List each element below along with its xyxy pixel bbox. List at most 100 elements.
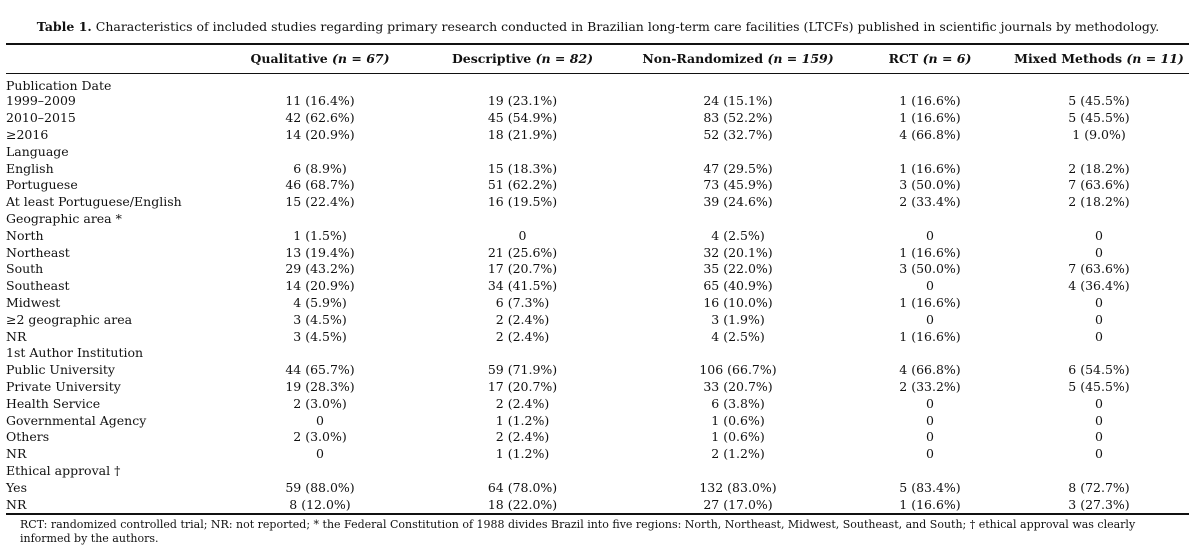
table-cell: 21 (25.6%) <box>487 244 558 260</box>
table-cell: 2 (3.0%) <box>293 395 347 411</box>
table-cell: 0 <box>1095 412 1103 428</box>
table-cell: 0 <box>1095 311 1103 327</box>
characteristics-table: Qualitative (n = 67) Descriptive (n = 82… <box>6 43 1189 513</box>
table-cell: 5 (45.5%) <box>1068 378 1130 394</box>
table-cell: 83 (52.2%) <box>703 110 773 126</box>
table-cell: 0 <box>1095 227 1103 243</box>
table-row: NR 3 (4.5%) 2 (2.4%) 4 (2.5%) 1 (16.6%) 0 <box>6 328 1189 345</box>
table-cell: 6 (3.8%) <box>711 395 765 411</box>
table-cell: 0 <box>926 311 934 327</box>
category-row: Geographic area * <box>6 211 1189 228</box>
category-row: 1st Author Institution <box>6 345 1189 362</box>
table-cell: 3 (50.0%) <box>899 261 961 277</box>
table-cell: 2 (2.4%) <box>495 395 550 411</box>
table-cell: 3 (27.3%) <box>1068 496 1130 512</box>
table-cell: 0 <box>1095 446 1103 462</box>
table-cell: 39 (24.6%) <box>703 194 773 210</box>
row-label: South <box>6 261 44 277</box>
table-cell: 1 (16.6%) <box>899 110 961 126</box>
table-cell <box>1009 73 1189 93</box>
table-cell: 64 (78.0%) <box>487 479 558 495</box>
table-cell: 33 (20.7%) <box>703 378 773 394</box>
row-label: Portuguese <box>6 177 78 193</box>
table-cell <box>851 211 1009 228</box>
row-label: 2010–2015 <box>6 110 76 126</box>
table-row: Private University 19 (28.3%) 17 (20.7%) 33… <box>6 379 1189 396</box>
table-row: Health Service 2 (3.0%) 2 (2.4%) 6 (3.8%) 0 0 <box>6 395 1189 412</box>
row-label: 1999–2009 <box>6 93 76 109</box>
row-label: ≥2 geographic area <box>6 311 133 327</box>
table-caption-text: Characteristics of included studies rega… <box>95 19 1160 34</box>
table-bottom-rule <box>6 513 1189 515</box>
table-cell: 4 (2.5%) <box>711 227 765 243</box>
row-label: Health Service <box>6 395 101 411</box>
row-label: NR <box>6 446 27 462</box>
category-label: Geographic area * <box>6 210 122 226</box>
table-cell <box>1009 463 1189 480</box>
table-cell: 51 (62.2%) <box>487 177 558 193</box>
table-cell: 5 (45.5%) <box>1068 93 1130 109</box>
category-row: Ethical approval † <box>6 463 1189 480</box>
table-cell: 0 <box>1095 328 1103 344</box>
table-cell: 5 (45.5%) <box>1068 110 1130 126</box>
table-cell <box>220 463 420 480</box>
table-caption: Table 1. Characteristics of included stu… <box>0 19 1196 34</box>
table-top-rule <box>6 43 1189 45</box>
table-cell: 4 (66.8%) <box>899 362 961 378</box>
category-label: Publication Date <box>6 78 112 93</box>
table-caption-label: Table 1. <box>36 19 92 34</box>
table-cell: 27 (17.0%) <box>703 496 773 512</box>
table-cell <box>420 345 625 362</box>
table-cell: 1 (16.6%) <box>899 496 961 512</box>
category-row: Publication Date <box>6 73 1189 93</box>
table-cell: 19 (23.1%) <box>487 93 558 109</box>
table-cell: 2 (1.2%) <box>711 446 765 462</box>
table-cell: 0 <box>1095 294 1103 310</box>
table-cell: 3 (4.5%) <box>293 328 347 344</box>
table-cell: 6 (7.3%) <box>495 294 550 310</box>
table-cell: 3 (4.5%) <box>293 311 347 327</box>
table-cell: 15 (22.4%) <box>285 194 355 210</box>
table-cell: 35 (22.0%) <box>703 261 773 277</box>
header-qualitative: Qualitative (n = 67) <box>250 50 390 66</box>
table-cell: 34 (41.5%) <box>487 278 558 294</box>
table-cell: 44 (65.7%) <box>285 362 355 378</box>
table-cell: 1 (16.6%) <box>899 328 961 344</box>
table-cell: 14 (20.9%) <box>285 278 355 294</box>
table-footnote: RCT: randomized controlled trial; NR: no… <box>20 518 1136 545</box>
table-cell: 1 (1.5%) <box>293 227 347 243</box>
table-row: English 6 (8.9%) 15 (18.3%) 47 (29.5%) 1 (16… <box>6 160 1189 177</box>
table-cell <box>851 143 1009 160</box>
row-label: Governmental Agency <box>6 412 147 428</box>
table-cell <box>625 73 851 93</box>
table-cell: 3 (50.0%) <box>899 177 961 193</box>
table-cell: 4 (66.8%) <box>899 126 961 142</box>
table-cell <box>220 345 420 362</box>
table-row: ≥2016 14 (20.9%) 18 (21.9%) 52 (32.7%) 4 (66… <box>6 127 1189 144</box>
table-cell <box>420 73 625 93</box>
table-cell: 19 (28.3%) <box>285 378 355 394</box>
category-row: Language <box>6 143 1189 160</box>
table-cell: 2 (2.4%) <box>495 311 550 327</box>
row-label: Southeast <box>6 278 70 294</box>
table-cell: 0 <box>926 412 934 428</box>
table-cell: 132 (83.0%) <box>699 479 777 495</box>
table-cell: 16 (19.5%) <box>487 194 558 210</box>
table-cell: 16 (10.0%) <box>703 294 773 310</box>
table-cell: 0 <box>1095 395 1103 411</box>
row-label: NR <box>6 496 27 512</box>
table-cell: 18 (22.0%) <box>487 496 558 512</box>
table-cell: 106 (66.7%) <box>699 362 777 378</box>
table-cell: 5 (83.4%) <box>899 479 961 495</box>
table-cell <box>220 211 420 228</box>
table-cell <box>851 345 1009 362</box>
table-row: South 29 (43.2%) 17 (20.7%) 35 (22.0%) 3 (50… <box>6 261 1189 278</box>
table-row: Others 2 (3.0%) 2 (2.4%) 1 (0.6%) 0 0 <box>6 429 1189 446</box>
table-cell: 2 (33.2%) <box>899 378 961 394</box>
table-cell <box>420 463 625 480</box>
table-row: Northeast 13 (19.4%) 21 (25.6%) 32 (20.1%) 1… <box>6 244 1189 261</box>
table-cell: 4 (2.5%) <box>711 328 765 344</box>
row-label: Midwest <box>6 294 61 310</box>
row-label: Others <box>6 429 50 445</box>
category-label: 1st Author Institution <box>6 345 144 361</box>
